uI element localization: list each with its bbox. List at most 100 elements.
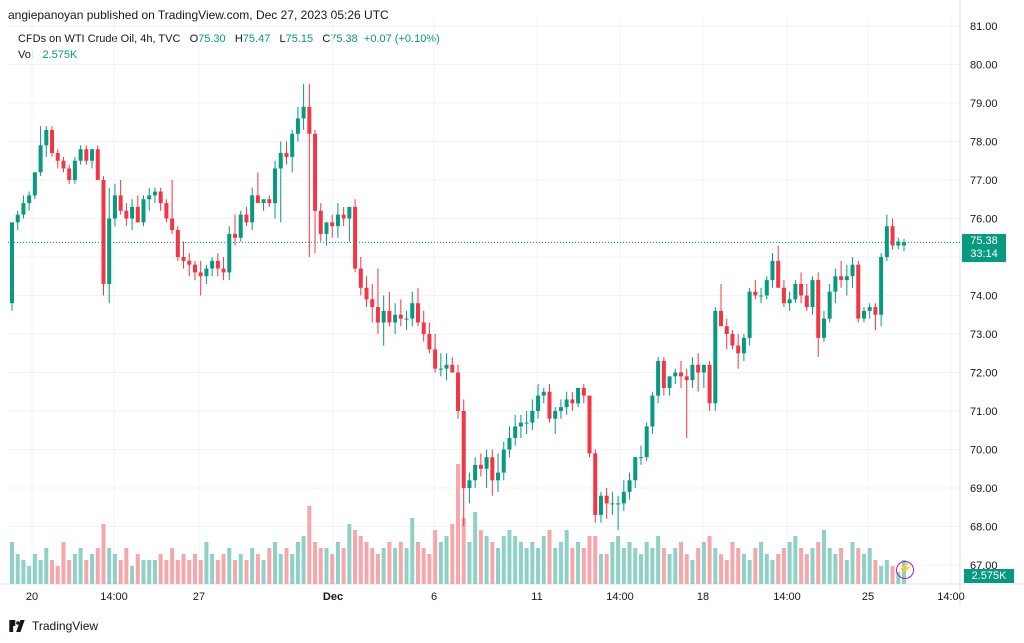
volume-bar xyxy=(433,530,438,584)
candle-body xyxy=(581,387,586,396)
volume-bar xyxy=(72,554,77,584)
volume-bar xyxy=(719,554,724,584)
candle-body xyxy=(867,307,872,311)
volume-bar xyxy=(656,536,661,584)
volume-bar xyxy=(15,554,20,584)
symbol-legend: CFDs on WTI Crude Oil, 4h, TVC O75.30 H7… xyxy=(18,33,440,45)
candle-body xyxy=(884,226,889,257)
candle-body xyxy=(467,480,472,488)
candle-body xyxy=(84,149,89,161)
volume-bar xyxy=(421,548,426,584)
candle-body xyxy=(770,260,775,281)
candle-body xyxy=(192,264,197,273)
volume-bar xyxy=(810,548,815,584)
candle-body xyxy=(273,168,278,204)
y-tick-label: 81.00 xyxy=(970,21,998,33)
candle-body xyxy=(461,411,466,488)
candle-body xyxy=(393,314,398,323)
volume-bar xyxy=(318,548,323,584)
candle-body xyxy=(181,257,186,261)
candle-body xyxy=(90,149,95,161)
volume-bar xyxy=(444,536,449,584)
candle-body xyxy=(32,172,37,196)
candle-body xyxy=(9,222,15,304)
volume-bar xyxy=(610,542,615,584)
volume-label[interactable]: Vol xyxy=(18,49,34,61)
volume-bar xyxy=(227,548,232,584)
candle-body xyxy=(387,310,392,323)
volume-bar xyxy=(192,554,197,584)
candle-body xyxy=(633,457,638,481)
volume-bar xyxy=(313,542,318,584)
candle-body xyxy=(124,210,129,219)
candle-body xyxy=(839,276,844,281)
candle-body xyxy=(730,334,735,346)
footer-brand[interactable]: TradingView xyxy=(8,619,98,633)
candle-body xyxy=(524,422,529,424)
candle-body xyxy=(78,149,83,161)
candle-body xyxy=(781,287,786,304)
candle-body xyxy=(238,214,243,238)
volume-bar xyxy=(181,554,186,584)
x-tick-label: 14:00 xyxy=(773,591,801,603)
candle-body xyxy=(696,364,701,373)
volume-bar xyxy=(833,554,838,584)
volume-bar xyxy=(753,548,758,584)
candle-body xyxy=(610,503,615,505)
candle-body xyxy=(707,364,712,404)
lightning-icon[interactable]: ⚡ xyxy=(896,561,914,579)
candle-body xyxy=(50,129,55,154)
volume-bar xyxy=(95,548,100,584)
volume-bar xyxy=(175,560,180,584)
volume-bar xyxy=(221,554,226,584)
volume-bar xyxy=(152,560,157,584)
volume-bar xyxy=(661,548,666,584)
footer-brand-label: TradingView xyxy=(32,619,99,633)
candle-body xyxy=(598,495,603,515)
candle-body xyxy=(130,206,135,219)
volume-bar xyxy=(238,554,243,584)
volume-bar xyxy=(581,548,586,584)
candle-body xyxy=(364,287,369,300)
volume-bar xyxy=(633,548,638,584)
candle-body xyxy=(496,472,501,481)
y-tick-label: 74.00 xyxy=(970,291,998,303)
symbol-name[interactable]: CFDs on WTI Crude Oil, 4h, TVC xyxy=(18,33,181,45)
candle-body xyxy=(724,326,729,334)
y-tick-label: 73.00 xyxy=(970,329,998,341)
candle-body xyxy=(427,334,432,350)
volume-bar xyxy=(644,542,649,584)
volume-bar xyxy=(415,542,420,584)
candle-body xyxy=(827,291,832,319)
volume-bar xyxy=(135,554,140,584)
volume-bar xyxy=(324,548,329,584)
candle-body xyxy=(879,257,884,315)
candle-body xyxy=(450,364,455,373)
volume-bar xyxy=(747,560,752,584)
candle-body xyxy=(261,199,266,204)
volume-bar xyxy=(353,530,358,584)
candle-body xyxy=(638,457,643,459)
volume-bar xyxy=(627,542,632,584)
volume-bar xyxy=(867,548,872,584)
candle-body xyxy=(667,376,672,388)
candle-body xyxy=(896,241,901,246)
volume-bar xyxy=(541,536,546,584)
volume-bar xyxy=(524,548,529,584)
low-label: L xyxy=(279,33,286,45)
candle-body xyxy=(478,464,483,469)
volume-bar xyxy=(890,566,895,584)
volume-bar xyxy=(513,536,518,584)
volume-bar xyxy=(55,566,60,584)
candle-body xyxy=(753,291,758,296)
candle-body xyxy=(284,153,289,157)
candle-body xyxy=(576,387,581,404)
volume-badge: 2.575K xyxy=(964,569,1014,583)
candle-body xyxy=(821,318,826,338)
candle-body xyxy=(158,191,163,204)
close-label: C xyxy=(322,33,331,45)
volume-bar xyxy=(335,542,340,584)
volume-bar xyxy=(450,524,455,584)
volume-bar xyxy=(576,542,581,584)
